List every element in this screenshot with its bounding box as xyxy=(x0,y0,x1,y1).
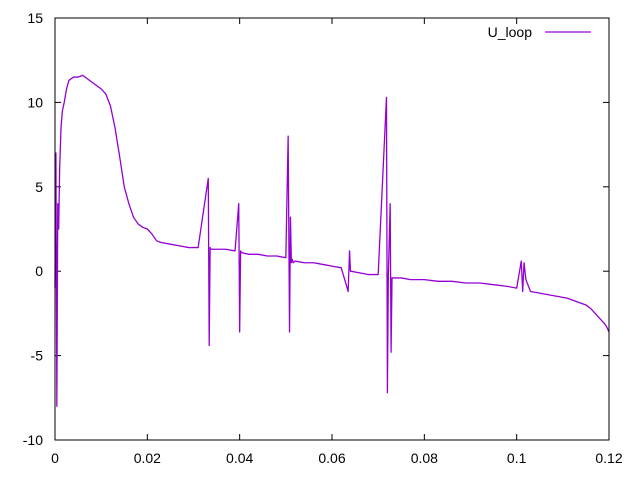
x-tick-label: 0.12 xyxy=(595,450,622,466)
x-tick-label: 0 xyxy=(51,450,59,466)
y-tick-label: 15 xyxy=(27,10,43,26)
y-tick-label: 5 xyxy=(35,179,43,195)
x-tick-label: 0.06 xyxy=(318,450,345,466)
series-line-u-loop xyxy=(54,74,610,407)
y-tick-label: 10 xyxy=(27,94,43,110)
x-axis-tick-labels: 0 0.02 0.04 0.06 0.08 0.1 0.12 xyxy=(51,450,623,466)
y-tick-label: 0 xyxy=(35,263,43,279)
legend: U_loop xyxy=(488,24,591,40)
x-tick-label: 0.1 xyxy=(507,450,527,466)
y-tick-label: -10 xyxy=(23,432,43,448)
x-tick-label: 0.04 xyxy=(226,450,253,466)
x-tick-label: 0.08 xyxy=(411,450,438,466)
y-axis-tick-labels: -10 -5 0 5 10 15 xyxy=(23,10,43,448)
legend-label: U_loop xyxy=(488,24,533,40)
x-tick-label: 0.02 xyxy=(134,450,161,466)
plot-series xyxy=(54,74,610,407)
plot-border xyxy=(54,17,610,441)
y-tick-label: -5 xyxy=(31,348,44,364)
